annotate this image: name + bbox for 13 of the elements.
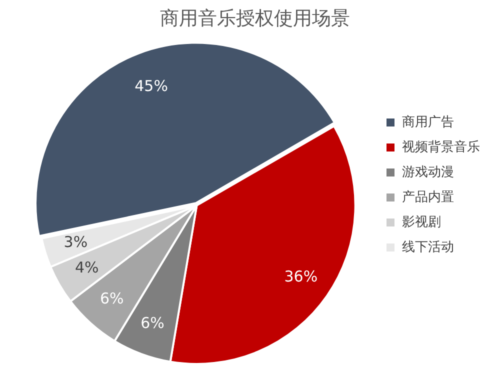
data-label: 36% (284, 268, 318, 286)
legend-label: 游戏动漫 (402, 164, 454, 180)
chart-title: 商用音乐授权使用场景 (160, 7, 350, 30)
legend-label: 视频背景音乐 (402, 140, 480, 155)
legend-label: 商用广告 (402, 114, 454, 130)
data-label: 3% (64, 233, 88, 252)
data-label: 6% (140, 314, 164, 332)
data-label: 4% (74, 258, 99, 277)
data-label: 6% (100, 290, 124, 308)
legend-label: 影视剧 (402, 214, 441, 230)
legend-label: 线下活动 (402, 240, 454, 255)
legend-label: 产品内置 (402, 190, 454, 205)
data-label: 45% (134, 76, 168, 95)
